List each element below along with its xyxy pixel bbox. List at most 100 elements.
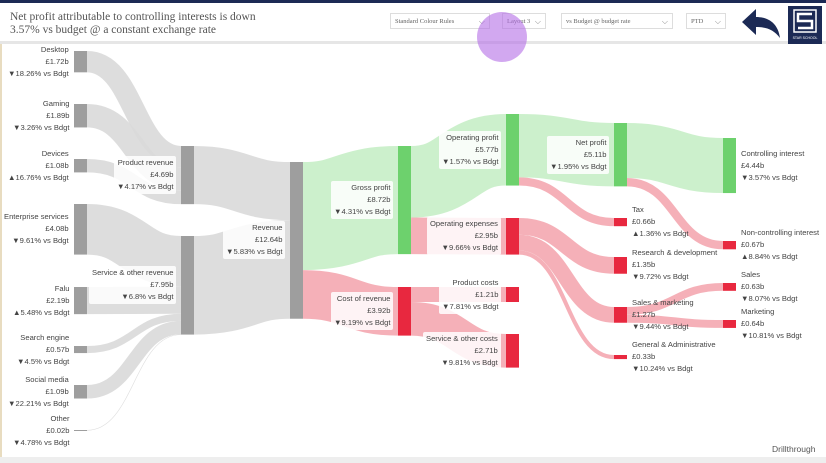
label-name: General & Administrative bbox=[632, 340, 716, 350]
label-value: £2.19b bbox=[46, 295, 70, 305]
label-name: Revenue bbox=[252, 223, 283, 233]
node-search[interactable] bbox=[74, 346, 87, 354]
link-prodrev-to-revenue[interactable] bbox=[193, 146, 291, 221]
node-falu[interactable] bbox=[74, 287, 87, 315]
comparison-dropdown[interactable]: vs Budget @ budget rate ⌵ bbox=[561, 13, 673, 29]
node-other[interactable] bbox=[74, 430, 87, 431]
title-line-2: 3.57% vs budget @ a constant exchange ra… bbox=[10, 24, 217, 36]
label-gross: Gross profit £8.72b ▼4.31% vs Bdgt bbox=[331, 181, 394, 220]
label-delta: ▼9.72% vs Bdgt bbox=[632, 272, 689, 282]
node-devices[interactable] bbox=[74, 159, 87, 173]
label-devices: Devices £1.08b ▲16.76% vs Bdgt bbox=[8, 148, 69, 184]
node-prodcost[interactable] bbox=[506, 287, 519, 303]
node-snm[interactable] bbox=[614, 307, 627, 323]
node-nonctrl[interactable] bbox=[723, 241, 736, 250]
node-tax[interactable] bbox=[614, 218, 627, 227]
label-delta: ▼3.57% vs Bdgt bbox=[741, 172, 798, 182]
label-value: £1.08b bbox=[45, 160, 69, 170]
label-delta: ▼4.31% vs Bdgt bbox=[334, 207, 391, 217]
node-ctrl[interactable] bbox=[723, 138, 736, 194]
label-delta: ▼1.57% vs Bdgt bbox=[442, 156, 499, 166]
node-opex[interactable] bbox=[506, 218, 519, 255]
label-delta: ▼6.8% vs Bdgt bbox=[121, 292, 174, 302]
label-gaming: Gaming £1.89b ▼3.26% vs Bdgt bbox=[13, 98, 69, 134]
link-opex-to-rnd[interactable] bbox=[518, 218, 615, 274]
bottom-border bbox=[0, 457, 826, 463]
node-desktop[interactable] bbox=[74, 51, 87, 73]
link-servrev-to-revenue[interactable] bbox=[192, 220, 292, 335]
label-delta: ▼22.21% vs Bdgt bbox=[8, 398, 69, 408]
node-gross[interactable] bbox=[398, 146, 411, 255]
node-rnd[interactable] bbox=[614, 257, 627, 274]
label-value: £0.57b bbox=[46, 344, 70, 354]
label-name: Enterprise services bbox=[4, 212, 69, 222]
label-name: Sales bbox=[741, 269, 760, 279]
label-value: £5.77b bbox=[475, 144, 499, 154]
link-enterprise-to-servrev[interactable] bbox=[85, 204, 183, 287]
label-social: Social media £1.09b ▼22.21% vs Bdgt bbox=[8, 374, 69, 410]
label-value: £4.44b bbox=[741, 160, 765, 170]
label-falu: Falu £2.19b ▲5.48% vs Bdgt bbox=[13, 283, 69, 319]
label-value: £0.64b bbox=[741, 318, 765, 328]
node-net[interactable] bbox=[614, 123, 627, 187]
node-gaming[interactable] bbox=[74, 104, 87, 128]
back-arrow-icon[interactable] bbox=[740, 8, 782, 40]
label-delta: ▼8.07% vs Bdgt bbox=[741, 293, 798, 303]
link-search-to-servrev[interactable] bbox=[86, 313, 182, 354]
link-desktop-to-prodrev[interactable] bbox=[85, 51, 183, 168]
label-sales: Sales £0.63b ▼8.07% vs Bdgt bbox=[741, 269, 797, 305]
drillthrough-link[interactable]: Drillthrough bbox=[772, 444, 816, 454]
link-net-to-nonctrl[interactable] bbox=[626, 178, 724, 250]
node-servcost[interactable] bbox=[506, 334, 519, 368]
label-ctrl: Controlling interest £4.44b ▼3.57% vs Bdgt bbox=[741, 148, 804, 184]
label-name: Research & development bbox=[632, 248, 718, 258]
link-other-to-servrev[interactable] bbox=[86, 334, 182, 431]
label-desktop: Desktop £1.72b ▼18.26% vs Bdgt bbox=[8, 44, 69, 80]
label-value: £0.63b bbox=[741, 281, 765, 291]
node-revenue[interactable] bbox=[290, 162, 303, 319]
node-servrev[interactable] bbox=[181, 236, 194, 335]
label-marketing: Marketing £0.64b ▼10.81% vs Bdgt bbox=[741, 306, 802, 342]
period-dropdown[interactable]: PTD ⌵ bbox=[686, 13, 726, 29]
node-sales[interactable] bbox=[723, 283, 736, 291]
label-rnd: Research & development £1.35b ▼9.72% vs Bd… bbox=[632, 247, 717, 283]
logo: STAR SCHOOL bbox=[788, 6, 822, 44]
label-delta: ▼9.81% vs Bdgt bbox=[441, 357, 498, 367]
label-other: Other £0.02b ▼4.78% vs Bdgt bbox=[13, 413, 69, 449]
label-value: £0.02b bbox=[46, 425, 70, 435]
title-line-1: Net profit attributable to controlling i… bbox=[10, 11, 256, 23]
node-enterprise[interactable] bbox=[74, 204, 87, 255]
label-delta: ▼4.78% vs Bdgt bbox=[13, 437, 70, 447]
label-delta: ▼10.81% vs Bdgt bbox=[741, 330, 802, 340]
label-delta: ▼4.5% vs Bdgt bbox=[17, 356, 70, 366]
page-title: Net profit attributable to controlling i… bbox=[10, 11, 256, 37]
label-value: £0.66b bbox=[632, 217, 656, 227]
label-name: Devices bbox=[41, 148, 69, 158]
label-delta: ▲8.84% vs Bdgt bbox=[741, 252, 798, 262]
link-opex-to-gna[interactable] bbox=[518, 250, 615, 360]
chevron-down-icon: ⌵ bbox=[661, 17, 668, 26]
colour-rules-dropdown[interactable]: Standard Colour Rules⌵ bbox=[390, 13, 490, 29]
label-delta: ▼5.83% vs Bdgt bbox=[226, 247, 283, 257]
label-enterprise: Enterprise services £4.08b ▼9.61% vs Bdgt bbox=[4, 211, 69, 247]
node-prodrev[interactable] bbox=[181, 146, 194, 205]
link-social-to-servrev[interactable] bbox=[86, 320, 182, 399]
label-value: £1.89b bbox=[46, 110, 70, 120]
label-value: £7.95b bbox=[150, 280, 174, 290]
link-snm-to-sales[interactable] bbox=[626, 283, 724, 315]
node-marketing[interactable] bbox=[723, 320, 736, 328]
label-value: £2.71b bbox=[474, 345, 498, 355]
node-social[interactable] bbox=[74, 385, 87, 399]
dropdown-label: Standard Colour Rules bbox=[395, 18, 455, 25]
node-cor[interactable] bbox=[398, 287, 411, 336]
link-snm-to-marketing[interactable] bbox=[626, 314, 724, 328]
label-delta: ▼7.81% vs Bdgt bbox=[442, 301, 499, 311]
link-net-to-ctrl[interactable] bbox=[626, 123, 724, 194]
node-gna[interactable] bbox=[614, 355, 627, 360]
link-opprofit-to-tax[interactable] bbox=[518, 177, 615, 227]
link-opex-to-snm[interactable] bbox=[518, 234, 615, 323]
label-name: Product costs bbox=[452, 277, 499, 287]
label-name: Falu bbox=[54, 283, 70, 293]
node-opprofit[interactable] bbox=[506, 114, 519, 186]
label-name: Operating profit bbox=[446, 132, 499, 142]
